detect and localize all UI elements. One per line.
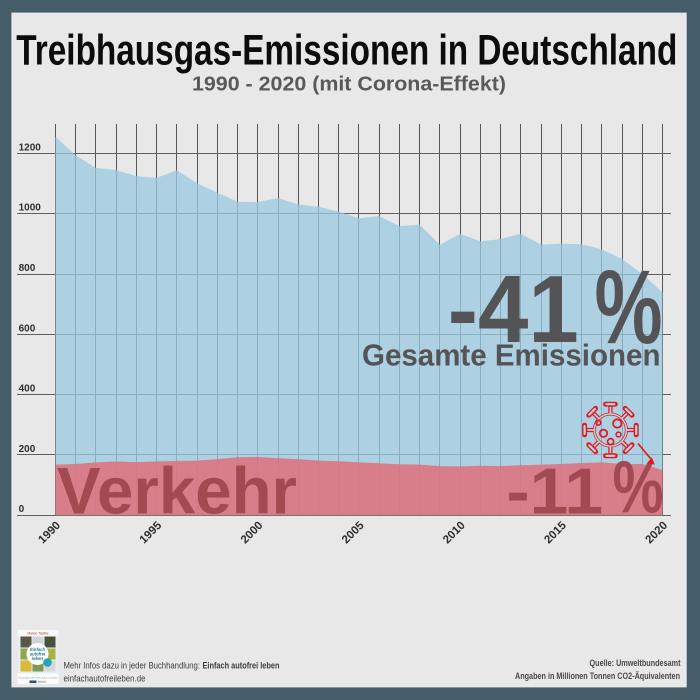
- svg-text:Angaben in Millionen Tonnen CO: Angaben in Millionen Tonnen CO2-Äquivale…: [515, 671, 680, 681]
- svg-text:Mehr Infos dazu in jeder Buchh: Mehr Infos dazu in jeder Buchhandlung:: [64, 661, 201, 671]
- svg-text:200: 200: [19, 444, 36, 455]
- svg-text:1990 - 2020 (mit Corona-Effekt: 1990 - 2020 (mit Corona-Effekt): [192, 74, 506, 96]
- svg-text:Gesamte Emissionen: Gesamte Emissionen: [362, 339, 661, 373]
- svg-text:Verkehr: Verkehr: [57, 454, 297, 528]
- svg-text:autofrei: autofrei: [30, 652, 46, 657]
- svg-text:leben: leben: [32, 656, 43, 661]
- svg-text:-11: -11: [507, 455, 604, 528]
- svg-text:%: %: [613, 447, 664, 530]
- svg-text:Quelle: Umweltbundesamt: Quelle: Umweltbundesamt: [590, 658, 681, 668]
- svg-text:Treibhausgas-Emissionen in Deu: Treibhausgas-Emissionen in Deutschland: [16, 27, 677, 75]
- svg-text:800: 800: [19, 263, 36, 274]
- svg-text:-41: -41: [448, 256, 579, 363]
- svg-text:0: 0: [19, 504, 25, 515]
- svg-text:600: 600: [19, 323, 36, 334]
- svg-text:1000: 1000: [19, 203, 42, 214]
- svg-text:einfachautofreileben.de: einfachautofreileben.de: [64, 674, 146, 684]
- svg-text:Einfach autofrei leben: Einfach autofrei leben: [203, 661, 280, 671]
- svg-text:400: 400: [19, 384, 36, 395]
- svg-text:%: %: [595, 249, 663, 366]
- svg-text:Einfach: Einfach: [30, 647, 46, 652]
- svg-text:1200: 1200: [19, 142, 42, 153]
- svg-text:Marion Tiedtke: Marion Tiedtke: [27, 632, 48, 636]
- svg-text:Nachhaltig mobil mit Rad, Bus: Nachhaltig mobil mit Rad, Bus und Bahn: [19, 677, 59, 680]
